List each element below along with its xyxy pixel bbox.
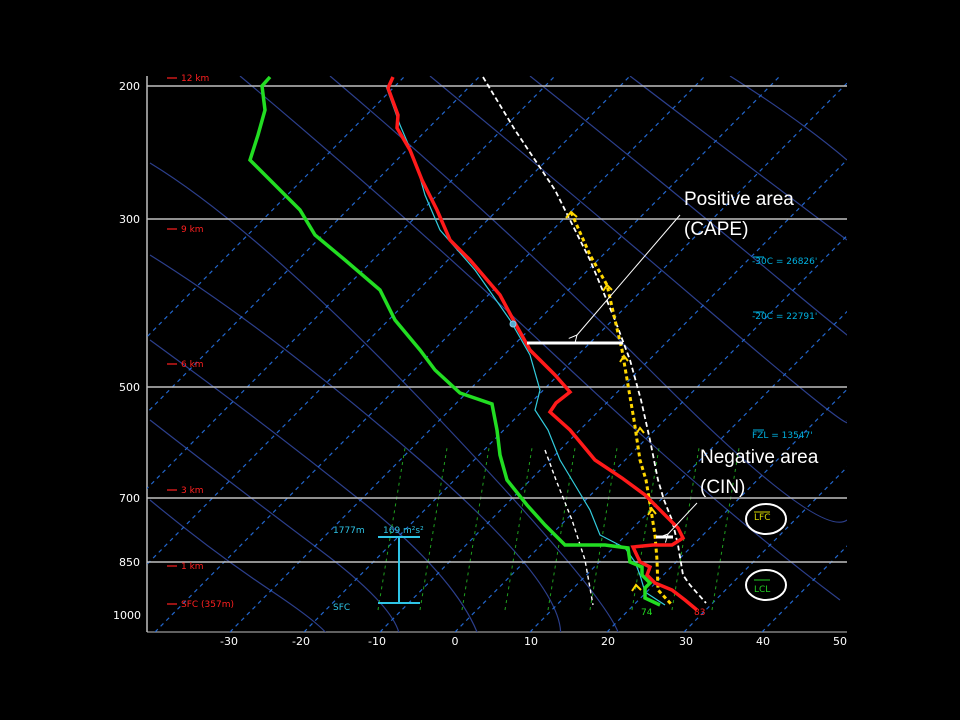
cape-label-line2: (CAPE) [684, 219, 748, 240]
height-label: 1 km [181, 562, 204, 572]
cin-arrow [668, 502, 698, 534]
temperature-label: 20 [601, 635, 615, 648]
height-label: 12 km [181, 74, 209, 84]
pressure-label: 850 [119, 556, 140, 569]
height-label: 6 km [181, 360, 204, 370]
parcel-trace [569, 211, 674, 607]
freezing-level: FZL = 13547' [752, 431, 813, 441]
temperature-label: 50 [833, 635, 847, 648]
isobars [147, 85, 847, 563]
dewpoint-profile [248, 76, 661, 607]
height-label: 9 km [181, 225, 204, 235]
secondary-parcel-trace [544, 449, 594, 606]
pressure-axis: 200 300 500 700 850 1000 [113, 80, 141, 622]
isotherms [147, 76, 847, 632]
helicity-indicator: 1777m 169 m²s² SFC [333, 526, 424, 613]
minus20c-level: -20C = 22791' [752, 312, 817, 322]
temperature-axis: -30 -20 -10 0 10 20 30 40 50 [220, 635, 847, 648]
temperature-label: 10 [524, 635, 538, 648]
cape-label-line1: Positive area [684, 189, 794, 210]
cin-label-line2: (CIN) [700, 477, 745, 498]
surface-dewpoint: 74 [641, 608, 653, 618]
height-label: 3 km [181, 486, 204, 496]
temperature-label: -10 [368, 635, 386, 648]
temperature-label: 40 [756, 635, 770, 648]
height-label: SFC (357m) [181, 600, 234, 610]
pressure-label: 200 [119, 80, 140, 93]
virtual-parcel-trace [482, 76, 707, 604]
lcl-marker: LCL [745, 569, 787, 601]
parcel-arrows [565, 210, 657, 592]
cin-label-line1: Negative area [700, 447, 819, 468]
helicity-top-height: 1777m [333, 526, 365, 536]
helicity-value: 169 m²s² [383, 526, 424, 536]
surface-temperature: 83 [694, 608, 705, 618]
lfc-marker: LFC [745, 503, 787, 535]
temperature-label: 0 [452, 635, 459, 648]
height-markers: 12 km 9 km 6 km 3 km 1 km SFC (357m) [167, 74, 234, 610]
cape-arrow [577, 214, 681, 335]
temperature-label: -20 [292, 635, 310, 648]
pressure-label: 700 [119, 492, 140, 505]
ccl-marker [509, 320, 517, 328]
minus30c-level: -30C = 26826' [752, 257, 817, 267]
lfc-label: LFC [754, 513, 770, 523]
plot-frame [146, 76, 847, 633]
cin-annotation: Negative area (CIN) [668, 447, 819, 534]
helicity-bottom: SFC [333, 603, 350, 613]
pressure-label: 300 [119, 213, 140, 226]
temperature-label: -30 [220, 635, 238, 648]
lcl-label: LCL [754, 585, 770, 595]
temperature-label: 30 [679, 635, 693, 648]
wetbulb-profile [385, 85, 666, 606]
pressure-label: 500 [119, 381, 140, 394]
temperature-profile [386, 76, 699, 612]
level-readouts: -30C = 26826' -20C = 22791' FZL = 13547' [752, 256, 817, 441]
pressure-label: 1000 [113, 609, 141, 622]
cape-annotation: Positive area (CAPE) [577, 189, 794, 335]
